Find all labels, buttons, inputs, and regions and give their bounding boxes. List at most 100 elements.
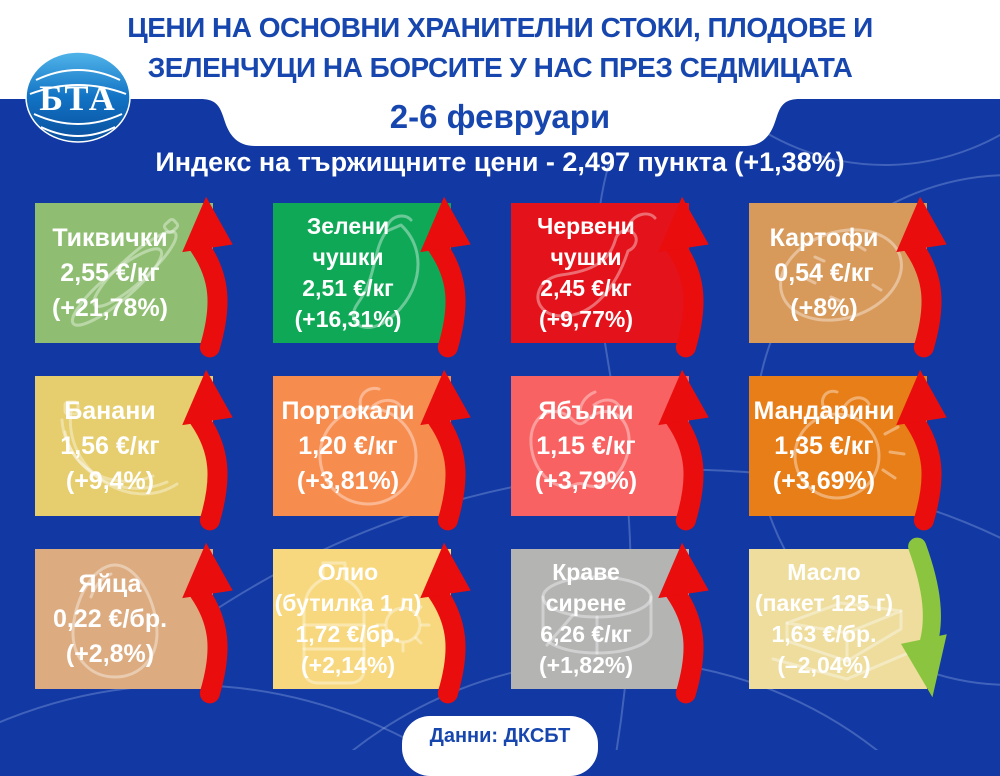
product-name: Зелени xyxy=(306,213,390,239)
card-text: Яйца 0,22 €/бр. (+2,8%) xyxy=(35,549,213,689)
card-text: Червени чушки 2,45 €/кг (+9,77%) xyxy=(511,203,689,343)
butter-icon xyxy=(749,549,927,689)
tangerine-icon xyxy=(749,376,927,516)
product-name: Портокали xyxy=(281,396,415,425)
product-price: 1,56 €/кг xyxy=(60,431,160,460)
card-text: Зелени чушки 2,51 €/кг (+16,31%) xyxy=(273,203,451,343)
price-card-10: Олио (бутилка 1 л) 1,72 €/бр. (+2,14%) xyxy=(273,542,471,704)
index-subtitle: Индекс на тържищните цени - 2,497 пункта… xyxy=(155,147,845,177)
up-arrow-icon xyxy=(177,539,237,704)
product-price: 2,51 €/кг xyxy=(302,275,394,301)
card-text: Олио (бутилка 1 л) 1,72 €/бр. (+2,14%) xyxy=(273,549,451,689)
bta-logo-text: БТА xyxy=(39,78,117,118)
up-arrow-icon xyxy=(415,539,475,704)
product-price: 6,26 €/кг xyxy=(540,621,632,647)
product-price: 2,55 €/кг xyxy=(60,258,160,287)
product-price: 1,20 €/кг xyxy=(298,431,398,460)
header-band xyxy=(0,0,1000,146)
green-pepper-icon xyxy=(273,203,451,343)
up-arrow-icon xyxy=(415,366,475,531)
price-card-3: Червени чушки 2,45 €/кг (+9,77%) xyxy=(511,196,709,358)
card-text: Картофи 0,54 €/кг (+8%) xyxy=(749,203,927,343)
price-card-2: Зелени чушки 2,51 €/кг (+16,31%) xyxy=(273,196,471,358)
product-name-2: (бутилка 1 л) xyxy=(274,590,422,616)
source-pill: Данни: ДКСБТ xyxy=(402,716,598,776)
product-name: Краве xyxy=(552,559,620,585)
product-change: (+2,8%) xyxy=(65,639,155,668)
zucchini-icon xyxy=(35,203,213,343)
product-name-2: сирене xyxy=(545,590,627,616)
price-card-11: Краве сирене 6,26 €/кг (+1,82%) xyxy=(511,542,709,704)
price-card-7: Ябълки 1,15 €/кг (+3,79%) xyxy=(511,369,709,531)
product-change: (+1,82%) xyxy=(539,652,633,678)
potato-icon xyxy=(749,203,927,343)
product-change: (+9,4%) xyxy=(65,466,155,495)
cheese-icon xyxy=(511,549,689,689)
product-price: 2,45 €/кг xyxy=(540,275,632,301)
product-name: Червени xyxy=(537,213,635,239)
page-title-line2: ЗЕЛЕНЧУЦИ НА БОРСИТЕ У НАС ПРЕЗ СЕДМИЦАТ… xyxy=(147,52,853,83)
price-card-12: Масло (пакет 125 г) 1,63 €/бр. (–2,04%) xyxy=(749,537,947,698)
product-name: Тиквички xyxy=(52,223,168,252)
product-price: 0,54 €/кг xyxy=(774,258,874,287)
egg-icon xyxy=(35,549,213,689)
up-arrow-icon xyxy=(891,366,951,531)
product-name: Банани xyxy=(64,396,156,425)
product-change: (–2,04%) xyxy=(777,652,871,678)
up-arrow-icon xyxy=(415,193,475,358)
product-change: (+8%) xyxy=(790,293,858,322)
page-title-line1: ЦЕНИ НА ОСНОВНИ ХРАНИТЕЛНИ СТОКИ, ПЛОДОВ… xyxy=(127,12,873,43)
product-change: (+2,14%) xyxy=(301,652,395,678)
card-text: Краве сирене 6,26 €/кг (+1,82%) xyxy=(511,549,689,689)
price-card-4: Картофи 0,54 €/кг (+8%) xyxy=(749,196,947,358)
product-change: (+21,78%) xyxy=(51,293,169,322)
up-arrow-icon xyxy=(653,366,713,531)
source-label: Данни: ДКСБТ xyxy=(429,725,571,747)
product-change: (+9,77%) xyxy=(539,306,633,332)
card-text: Ябълки 1,15 €/кг (+3,79%) xyxy=(511,376,689,516)
product-name: Мандарини xyxy=(753,396,895,425)
product-price: 1,15 €/кг xyxy=(536,431,636,460)
chili-pepper-icon xyxy=(511,203,689,343)
period-label: 2-6 февруари xyxy=(389,98,611,135)
price-card-8: Мандарини 1,35 €/кг (+3,69%) xyxy=(749,369,947,531)
card-text: Мандарини 1,35 €/кг (+3,69%) xyxy=(749,376,927,516)
oil-bottle-icon xyxy=(273,549,451,689)
down-arrow-icon xyxy=(891,537,951,701)
product-change: (+3,81%) xyxy=(296,466,400,495)
price-card-5: Банани 1,56 €/кг (+9,4%) xyxy=(35,369,233,531)
product-name-2: (пакет 125 г) xyxy=(755,590,893,616)
up-arrow-icon xyxy=(177,193,237,358)
product-name: Ябълки xyxy=(538,396,634,425)
up-arrow-icon xyxy=(177,366,237,531)
product-name-2: чушки xyxy=(550,244,622,270)
up-arrow-icon xyxy=(653,539,713,704)
product-name: Картофи xyxy=(769,223,879,252)
product-name-2: чушки xyxy=(312,244,384,270)
orange-icon xyxy=(273,376,451,516)
product-price: 0,22 €/бр. xyxy=(52,604,168,633)
card-text: Портокали 1,20 €/кг (+3,81%) xyxy=(273,376,451,516)
bta-logo: БТА xyxy=(24,50,132,149)
product-price: 1,63 €/бр. xyxy=(771,621,877,647)
price-card-6: Портокали 1,20 €/кг (+3,81%) xyxy=(273,369,471,531)
product-price: 1,35 €/кг xyxy=(774,431,874,460)
apple-icon xyxy=(511,376,689,516)
price-card-9: Яйца 0,22 €/бр. (+2,8%) xyxy=(35,542,233,704)
product-price: 1,72 €/бр. xyxy=(295,621,401,647)
up-arrow-icon xyxy=(653,193,713,358)
product-name: Масло xyxy=(787,559,861,585)
product-change: (+16,31%) xyxy=(294,306,402,332)
card-text: Масло (пакет 125 г) 1,63 €/бр. (–2,04%) xyxy=(749,549,927,689)
price-cards-grid: Тиквички 2,55 €/кг (+21,78%) Зелени чушки 2,5… xyxy=(35,196,947,704)
product-change: (+3,69%) xyxy=(772,466,876,495)
banana-icon xyxy=(35,376,213,516)
product-name: Яйца xyxy=(78,569,142,598)
product-name: Олио xyxy=(317,559,379,585)
price-card-1: Тиквички 2,55 €/кг (+21,78%) xyxy=(35,196,233,358)
product-change: (+3,79%) xyxy=(534,466,638,495)
card-text: Тиквички 2,55 €/кг (+21,78%) xyxy=(35,203,213,343)
up-arrow-icon xyxy=(891,193,951,358)
card-text: Банани 1,56 €/кг (+9,4%) xyxy=(35,376,213,516)
